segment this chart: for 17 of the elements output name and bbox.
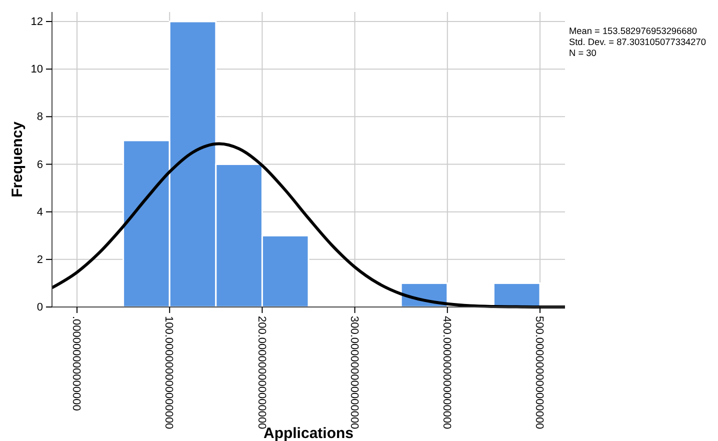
y-tick-label: 2 (36, 254, 43, 266)
x-tick-label: .000000000000000 (70, 316, 82, 411)
x-tick-label: 300.000000000000000 (348, 316, 360, 430)
x-tick-label: 400.000000000000000 (440, 316, 453, 430)
text: N = 30 (569, 48, 596, 58)
x-tick-label: 500.000000000000000 (533, 316, 546, 430)
text: Std. Dev. = 87.303105077334270 (569, 37, 706, 47)
y-tick-label: 4 (36, 206, 43, 218)
y-tick-label: 10 (30, 64, 43, 76)
y-tick-label: 0 (36, 302, 43, 314)
x-tick-label: 100.000000000000000 (162, 316, 175, 430)
y-axis-title: Frequency (9, 120, 26, 198)
text: Mean = 153.582976953296680 (569, 26, 697, 36)
y-tick-label: 8 (36, 111, 43, 124)
y-tick-label: 12 (30, 16, 43, 28)
x-tick-label: 200.000000000000000 (255, 316, 268, 430)
y-tick-label: 6 (36, 158, 43, 171)
